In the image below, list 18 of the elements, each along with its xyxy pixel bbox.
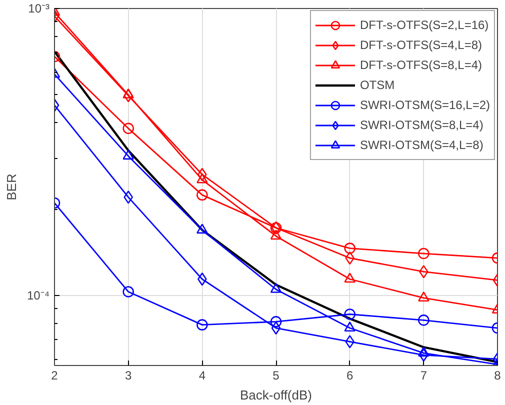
- x-tick-label: 6: [346, 368, 354, 382]
- x-tick-label: 5: [272, 368, 280, 382]
- legend-label: SWRI-OTSM(S=16,L=2): [360, 98, 490, 112]
- x-axis-title: Back-off(dB): [240, 388, 312, 402]
- y-tick-label: 10⁻⁴: [26, 288, 50, 302]
- legend-label: OTSM: [360, 78, 395, 92]
- x-tick-label: 2: [51, 368, 58, 382]
- x-tick-label: 7: [420, 368, 428, 382]
- y-axis-title: BER: [4, 174, 19, 200]
- legend-label: DFT-s-OTFS(S=4,L=8): [360, 38, 482, 52]
- x-tick-label: 8: [494, 368, 502, 382]
- legend-label: SWRI-OTSM(S=8,L=4): [360, 118, 484, 132]
- x-tick-label: 4: [198, 368, 206, 382]
- legend-label: SWRI-OTSM(S=4,L=8): [360, 138, 484, 152]
- legend-label: DFT-s-OTFS(S=2,L=16): [360, 18, 489, 32]
- y-tick-label: 10⁻³: [28, 2, 50, 16]
- x-tick-label: 3: [124, 368, 132, 382]
- legend-label: DFT-s-OTFS(S=8,L=4): [360, 58, 482, 72]
